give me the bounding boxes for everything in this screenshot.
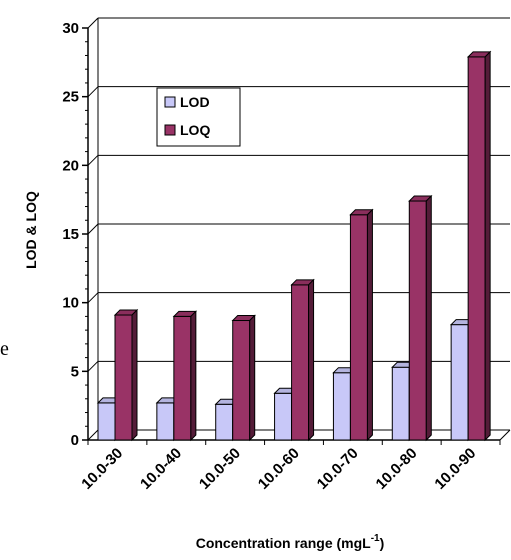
x-tick-label: 10.0-30 — [78, 445, 126, 493]
x-axis-title: Concentration range (mgL-1) — [196, 533, 385, 551]
y-tick-label: 0 — [71, 432, 79, 449]
bar-side — [484, 50, 491, 442]
bar-front — [173, 315, 192, 441]
x-tick-labels: 10.0-30 10.0-40 10.0-50 10.0-60 10.0-70 10.0-… — [78, 445, 479, 493]
bar-side — [308, 278, 315, 442]
side-wall-line — [87, 292, 99, 304]
side-wall-line — [87, 429, 99, 441]
legend-label-loq: LOQ — [180, 122, 210, 138]
x-tick-label: 10.0-90 — [431, 445, 479, 493]
x-tick-label: 10.0-60 — [255, 445, 303, 493]
x-tick-label: 10.0-80 — [373, 445, 421, 493]
bar-front — [349, 214, 368, 441]
bar-side — [249, 314, 256, 442]
stray-letter: e — [0, 338, 9, 360]
bar-front — [215, 403, 234, 441]
bar-side — [131, 308, 138, 442]
bar-front — [467, 56, 486, 441]
x-tick-label: 10.0-50 — [196, 445, 244, 493]
legend-swatch-lod — [164, 96, 176, 108]
bar-front — [408, 200, 427, 441]
bar-loq — [172, 310, 198, 442]
bars — [96, 50, 492, 442]
side-wall-line — [87, 154, 99, 166]
bar-front — [332, 372, 351, 441]
side-wall-line — [87, 17, 99, 29]
x-tick-label: 10.0-70 — [314, 445, 362, 493]
x-axis-title-main: Concentration range (mgL — [196, 535, 371, 551]
y-tick-label: 25 — [62, 89, 79, 106]
side-wall-line — [87, 360, 99, 372]
bar-loq — [290, 278, 315, 442]
bar-loq — [231, 314, 256, 442]
y-tick-label: 30 — [62, 20, 79, 37]
legend: LOD LOQ — [156, 87, 241, 147]
x-axis-title-end: ) — [380, 535, 385, 551]
side-wall-line — [87, 223, 99, 235]
bar-front — [450, 324, 469, 441]
bar-loq — [113, 308, 139, 442]
bar-side — [425, 194, 432, 442]
bar-loq — [466, 50, 492, 442]
bar-front — [97, 402, 116, 441]
bar-side — [366, 208, 373, 442]
bar-loq — [349, 208, 374, 442]
y-tick-label: 15 — [62, 226, 79, 243]
bar-front — [274, 392, 293, 441]
y-tick-labels: 0 5 10 15 20 25 30 — [62, 20, 79, 449]
bar-front — [156, 402, 175, 441]
bar-front — [232, 320, 251, 441]
bar-front — [391, 366, 410, 441]
legend-label-lod: LOD — [180, 94, 210, 110]
y-tick-label: 10 — [62, 295, 79, 312]
legend-swatch-loq — [164, 124, 176, 136]
bar-front — [114, 314, 133, 441]
floor-right-edge — [499, 429, 511, 441]
y-tick-label: 20 — [62, 157, 79, 174]
bar-loq — [408, 194, 433, 442]
y-axis-title: LOD & LOQ — [23, 191, 39, 269]
y-tick-label: 5 — [71, 363, 79, 380]
x-axis-title-sup: -1 — [371, 533, 380, 544]
bar-front — [291, 284, 310, 441]
x-tick-label: 10.0-40 — [137, 445, 185, 493]
bar-side — [190, 310, 197, 442]
side-wall-line — [87, 86, 99, 98]
